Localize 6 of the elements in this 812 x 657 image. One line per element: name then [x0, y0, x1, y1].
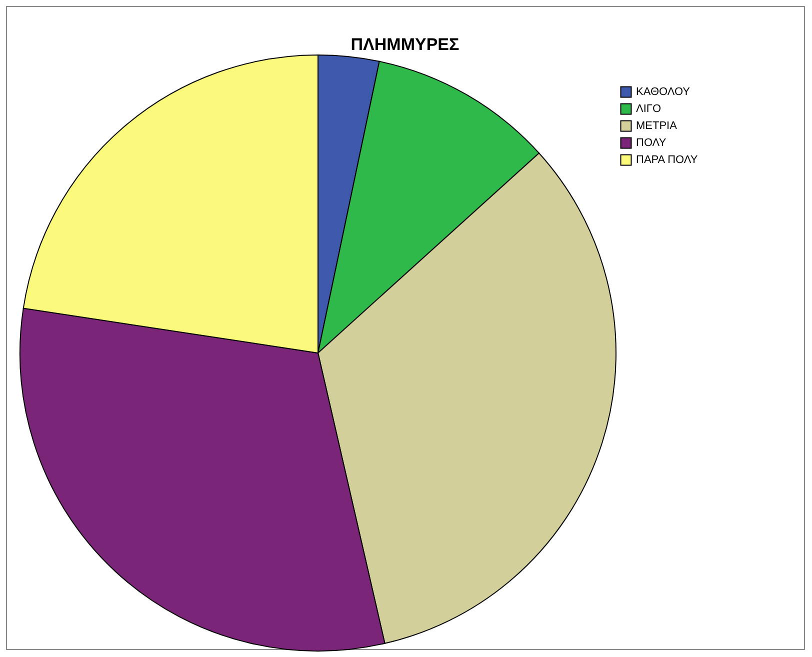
legend-label: ΚΑΘΟΛΟΥ	[636, 86, 691, 98]
legend-label: ΜΕΤΡΙΑ	[636, 120, 678, 132]
chart-title: ΠΛΗΜΜΥΡΕΣ	[350, 35, 460, 54]
legend-label: ΠΟΛΥ	[636, 137, 667, 149]
legend-label: ΛΙΓΟ	[636, 103, 662, 115]
legend-label: ΠΑΡΑ ΠΟΛΥ	[636, 154, 698, 166]
